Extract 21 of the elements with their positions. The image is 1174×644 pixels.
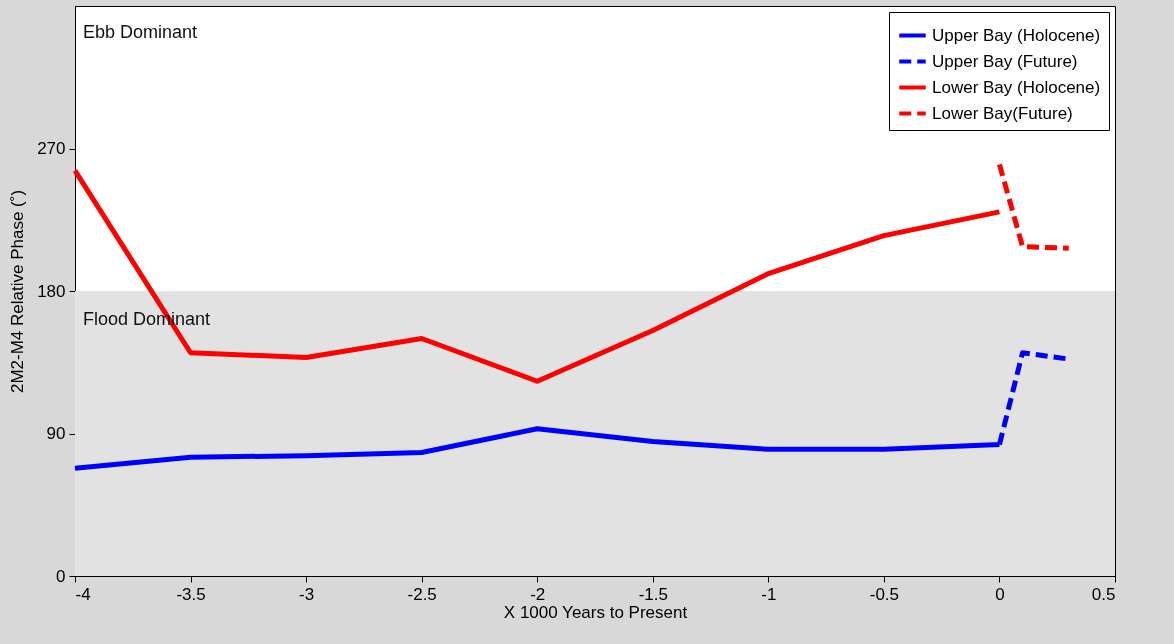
x-tick-label: -3 — [299, 584, 315, 604]
y-tick-label: 0 — [56, 566, 66, 586]
y-tick-label: 270 — [37, 139, 66, 158]
x-axis-title: X 1000 Years to Present — [503, 602, 688, 622]
legend-label: Lower Bay(Future) — [932, 103, 1073, 123]
x-tick-label: -3.5 — [176, 584, 206, 604]
x-tick-label: -0.5 — [869, 584, 900, 604]
x-tick-label: 0.5 — [1091, 584, 1116, 604]
x-tick-label: -2 — [530, 584, 546, 604]
x-tick-label: 0 — [995, 584, 1005, 604]
x-tick-label: -2.5 — [407, 584, 437, 604]
annotation: Ebb Dominant — [83, 22, 198, 42]
x-tick-label: -4 — [75, 584, 91, 604]
y-axis-title: 2M2-M4 Relative Phase (˚) — [8, 189, 28, 394]
x-tick-label: -1.5 — [638, 584, 668, 604]
y-tick-label: 180 — [37, 281, 66, 301]
x-tick-label: -1 — [761, 584, 777, 604]
y-tick-label: 90 — [46, 424, 66, 443]
legend-label: Upper Bay (Future) — [932, 51, 1078, 71]
legend-label: Upper Bay (Holocene) — [932, 25, 1101, 45]
legend-label: Lower Bay (Holocene) — [932, 77, 1101, 97]
